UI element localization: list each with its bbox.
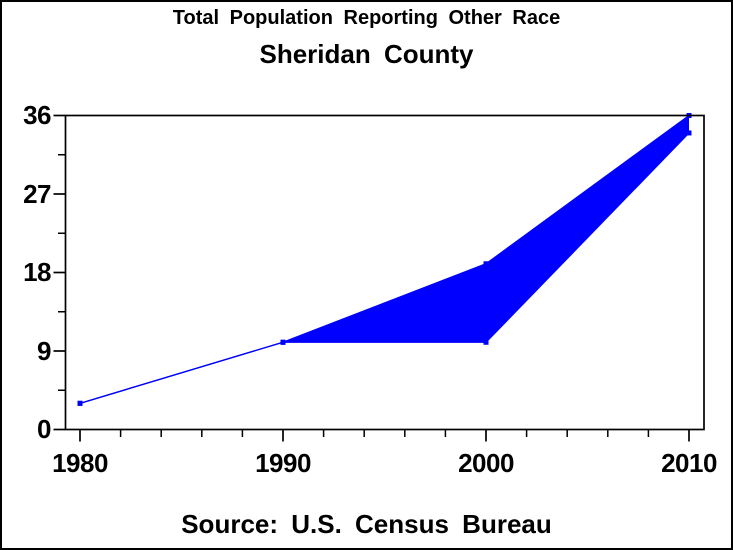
data-point-marker [77, 400, 83, 406]
y-tick-label: 18 [23, 257, 51, 287]
series-line-lower-bound [79, 132, 690, 404]
data-point-marker [483, 261, 489, 267]
data-point-marker [686, 130, 692, 136]
x-tick-label: 1980 [52, 448, 108, 478]
y-tick-label: 27 [23, 178, 51, 209]
plot-frame [64, 114, 705, 431]
x-tick-label: 2010 [661, 448, 717, 478]
x-tick-label: 2000 [458, 448, 514, 478]
y-tick-label: 0 [37, 414, 51, 444]
chart-footnote: Source: U.S. Census Bureau [181, 509, 552, 539]
x-tick-label: 1990 [255, 448, 311, 478]
y-tick-label: 9 [37, 335, 51, 366]
series-line-upper-bound [79, 114, 690, 404]
y-tick-label: 36 [23, 100, 51, 130]
series-band-fill [80, 115, 689, 404]
chart-subtitle: Sheridan County [259, 39, 474, 69]
data-point-marker [280, 339, 286, 345]
data-point-marker [483, 339, 489, 345]
chart-title: Total Population Reporting Other Race [172, 7, 561, 29]
